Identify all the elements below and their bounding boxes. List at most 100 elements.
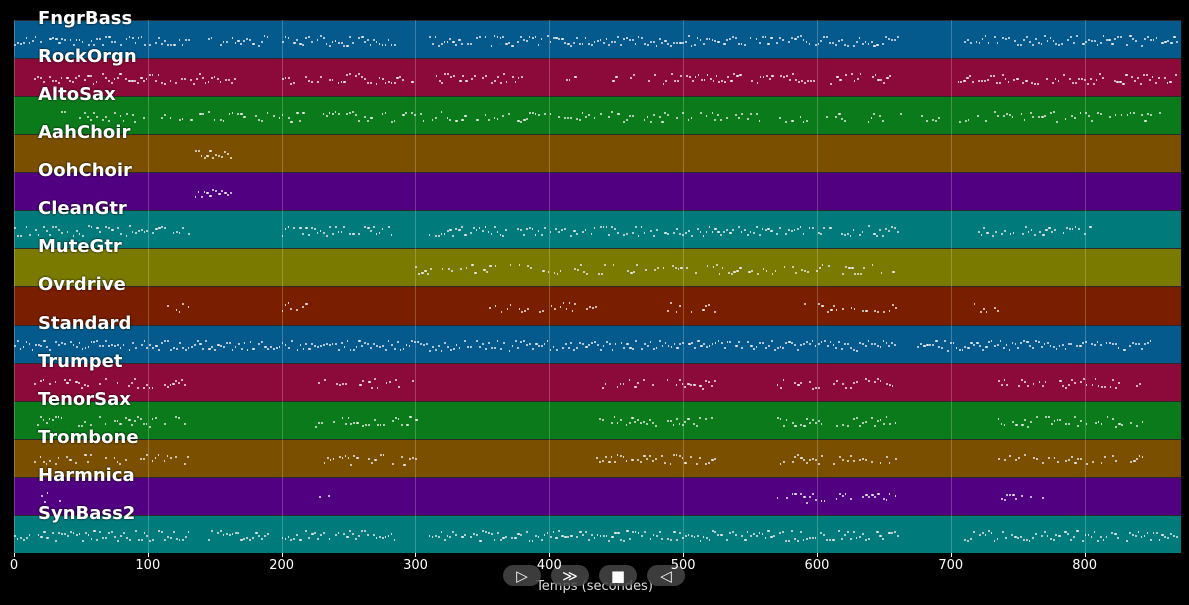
note-mark bbox=[987, 530, 990, 533]
note-mark bbox=[391, 420, 394, 423]
note-mark bbox=[855, 537, 858, 540]
note-mark bbox=[143, 117, 145, 120]
note-mark bbox=[143, 532, 146, 535]
note-mark bbox=[1084, 40, 1087, 43]
note-mark bbox=[879, 115, 882, 118]
note-mark bbox=[752, 533, 756, 536]
note-mark bbox=[396, 341, 399, 344]
note-mark bbox=[1081, 78, 1083, 81]
note-mark bbox=[175, 416, 177, 419]
note-mark bbox=[1064, 117, 1067, 120]
note-mark bbox=[576, 36, 579, 39]
note-mark bbox=[591, 341, 593, 344]
note-mark bbox=[72, 531, 75, 534]
note-mark bbox=[1118, 382, 1120, 385]
note-mark bbox=[296, 533, 298, 536]
note-mark bbox=[581, 533, 585, 536]
note-mark bbox=[720, 534, 723, 537]
note-mark bbox=[1063, 73, 1066, 76]
note-mark bbox=[1114, 114, 1117, 117]
note-mark bbox=[752, 232, 756, 235]
note-mark bbox=[1099, 41, 1103, 44]
note-mark bbox=[549, 231, 552, 234]
note-mark bbox=[614, 342, 617, 345]
note-mark bbox=[87, 385, 89, 388]
note-mark bbox=[488, 341, 491, 344]
note-mark bbox=[374, 419, 376, 422]
note-mark bbox=[556, 273, 559, 276]
note-mark bbox=[45, 421, 49, 424]
note-mark bbox=[623, 120, 625, 123]
note-mark bbox=[958, 121, 962, 124]
rewind-button[interactable]: ◁ bbox=[647, 565, 685, 586]
note-mark bbox=[993, 36, 996, 39]
note-mark bbox=[140, 228, 143, 231]
note-mark bbox=[879, 229, 881, 232]
note-mark bbox=[705, 379, 708, 382]
note-mark bbox=[1103, 456, 1107, 459]
note-mark bbox=[437, 535, 440, 538]
note-mark bbox=[372, 534, 375, 537]
note-mark bbox=[596, 40, 599, 43]
note-mark bbox=[175, 309, 178, 312]
note-mark bbox=[961, 349, 964, 352]
note-mark bbox=[851, 267, 854, 270]
note-mark bbox=[381, 536, 384, 539]
note-mark bbox=[181, 538, 184, 541]
note-mark bbox=[178, 538, 181, 541]
note-mark bbox=[1003, 378, 1006, 381]
track-label: RockOrgn bbox=[38, 46, 137, 68]
note-mark bbox=[149, 539, 151, 542]
note-mark bbox=[808, 342, 812, 345]
note-mark bbox=[104, 422, 107, 425]
note-mark bbox=[1100, 112, 1102, 115]
note-mark bbox=[630, 77, 632, 80]
note-mark bbox=[1032, 456, 1036, 459]
note-mark bbox=[334, 111, 337, 114]
note-mark bbox=[134, 530, 137, 533]
note-mark bbox=[885, 342, 887, 345]
note-mark bbox=[949, 341, 952, 344]
note-mark bbox=[738, 42, 740, 45]
note-mark bbox=[37, 534, 40, 537]
rewind-icon: ◁ bbox=[660, 566, 672, 585]
note-mark bbox=[714, 310, 716, 313]
note-mark bbox=[770, 339, 773, 342]
note-mark bbox=[440, 531, 443, 534]
note-mark bbox=[376, 387, 379, 390]
note-mark bbox=[1132, 533, 1134, 536]
note-mark bbox=[1132, 37, 1134, 40]
note-mark bbox=[1001, 232, 1003, 235]
note-mark bbox=[1035, 458, 1039, 461]
play-button[interactable]: ▷ bbox=[503, 565, 541, 586]
note-mark bbox=[859, 341, 861, 344]
note-mark bbox=[446, 117, 449, 120]
note-mark bbox=[315, 425, 317, 428]
note-mark bbox=[627, 269, 629, 272]
note-mark bbox=[169, 116, 172, 119]
note-mark bbox=[540, 233, 543, 236]
note-mark bbox=[125, 113, 128, 116]
note-mark bbox=[1049, 36, 1052, 39]
note-mark bbox=[487, 231, 490, 234]
stop-button[interactable]: ■ bbox=[599, 565, 637, 586]
note-mark bbox=[1072, 81, 1074, 84]
note-mark bbox=[696, 36, 699, 39]
note-mark bbox=[459, 80, 462, 83]
fast-forward-button[interactable]: ≫ bbox=[551, 565, 589, 586]
note-mark bbox=[1091, 119, 1093, 122]
note-mark bbox=[608, 539, 610, 542]
note-mark bbox=[387, 535, 390, 538]
note-mark bbox=[143, 422, 145, 425]
note-mark bbox=[1070, 114, 1074, 117]
note-mark bbox=[1029, 111, 1032, 114]
note-mark bbox=[531, 539, 534, 542]
note-mark bbox=[1024, 453, 1026, 456]
note-mark bbox=[1152, 38, 1155, 41]
note-mark bbox=[779, 463, 782, 466]
note-mark bbox=[841, 348, 843, 351]
note-mark bbox=[999, 339, 1002, 342]
note-mark bbox=[87, 461, 89, 464]
note-mark bbox=[343, 533, 346, 536]
note-mark bbox=[137, 37, 140, 40]
